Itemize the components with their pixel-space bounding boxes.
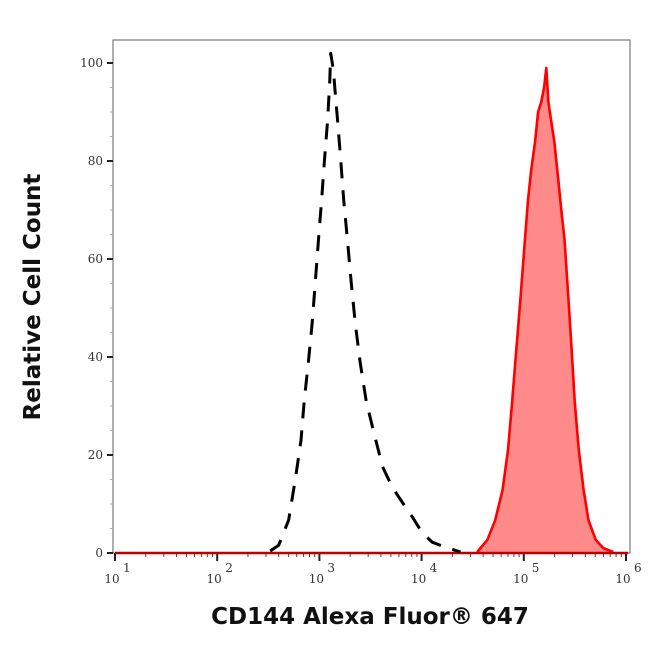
stained-histogram-fill	[477, 67, 614, 554]
y-axis-title: Relative Cell Count	[20, 174, 46, 421]
y-tick-label: 100	[80, 56, 103, 70]
x-tick-exponent: 1	[123, 561, 131, 575]
y-tick-label: 0	[95, 546, 103, 560]
x-tick-exponent: 3	[327, 561, 335, 575]
x-axis-title: CD144 Alexa Fluor® 647	[211, 604, 529, 630]
x-tick-exponent: 6	[634, 561, 642, 575]
y-axis: 0 20 40 60 80 100	[80, 56, 113, 560]
y-tick-label: 80	[88, 154, 103, 168]
x-tick-label: 10	[104, 572, 119, 586]
control-histogram-line	[269, 51, 461, 554]
x-tick-exponent: 5	[532, 561, 540, 575]
x-tick-label: 10	[615, 572, 630, 586]
stained-histogram-line	[476, 66, 614, 554]
x-tick-label: 10	[513, 572, 528, 586]
x-tick-label: 10	[309, 572, 324, 586]
y-tick-label: 60	[88, 252, 103, 266]
y-tick-label: 20	[88, 448, 103, 462]
y-tick-label: 40	[88, 350, 103, 364]
x-tick-label: 10	[411, 572, 426, 586]
x-tick-exponent: 4	[430, 561, 438, 575]
x-tick-exponent: 2	[225, 561, 233, 575]
x-tick-label: 10	[207, 572, 222, 586]
